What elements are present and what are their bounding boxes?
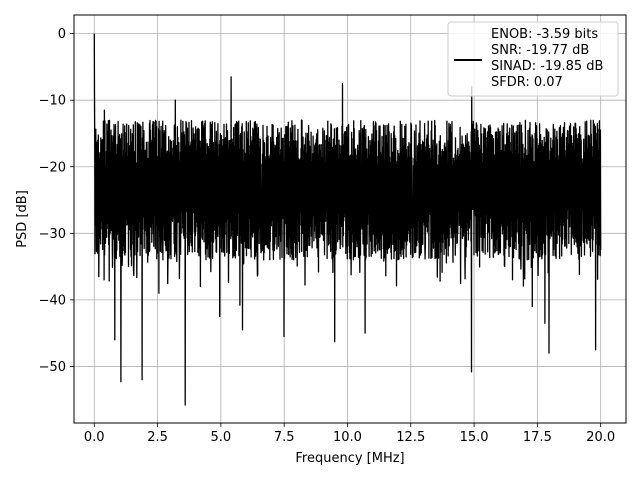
legend: ENOB: -3.59 bits SNR: -19.77 dB SINAD: -… bbox=[447, 21, 619, 97]
legend-sfdr: SFDR: 0.07 bbox=[491, 75, 563, 90]
legend-snr: SNR: -19.77 dB bbox=[491, 43, 589, 58]
legend-sinad: SINAD: -19.85 dB bbox=[491, 59, 603, 74]
psd-series-line bbox=[93, 33, 602, 406]
y-tick-label: −40 bbox=[39, 293, 66, 308]
x-tick-label: 17.5 bbox=[523, 430, 552, 445]
x-tick-label: 5.0 bbox=[211, 430, 232, 445]
x-tick-label: 15.0 bbox=[460, 430, 489, 445]
y-tick-label: 0 bbox=[58, 27, 66, 42]
x-tick-label: 20.0 bbox=[586, 430, 615, 445]
y-tick-label: −10 bbox=[39, 94, 66, 109]
legend-box bbox=[447, 21, 619, 97]
x-tick-label: 2.5 bbox=[147, 430, 168, 445]
axes-frame bbox=[73, 14, 627, 424]
y-tick-label: −20 bbox=[39, 160, 66, 175]
x-tick-label: 10.0 bbox=[333, 430, 362, 445]
y-axis-ticks: 0 −10 −20 −30 −40 −50 bbox=[39, 27, 74, 375]
y-tick-label: −30 bbox=[39, 227, 66, 242]
plot-area bbox=[93, 33, 602, 406]
x-tick-label: 0.0 bbox=[84, 430, 105, 445]
x-axis-ticks: 0.0 2.5 5.0 7.5 10.0 12.5 15.0 17.5 20.0 bbox=[84, 423, 615, 445]
x-tick-label: 12.5 bbox=[396, 430, 425, 445]
y-tick-label: −50 bbox=[39, 360, 66, 375]
legend-enob: ENOB: -3.59 bits bbox=[491, 27, 598, 42]
y-axis-label: PSD [dB] bbox=[15, 190, 30, 248]
x-axis-label: Frequency [MHz] bbox=[295, 451, 404, 466]
x-tick-label: 7.5 bbox=[274, 430, 295, 445]
